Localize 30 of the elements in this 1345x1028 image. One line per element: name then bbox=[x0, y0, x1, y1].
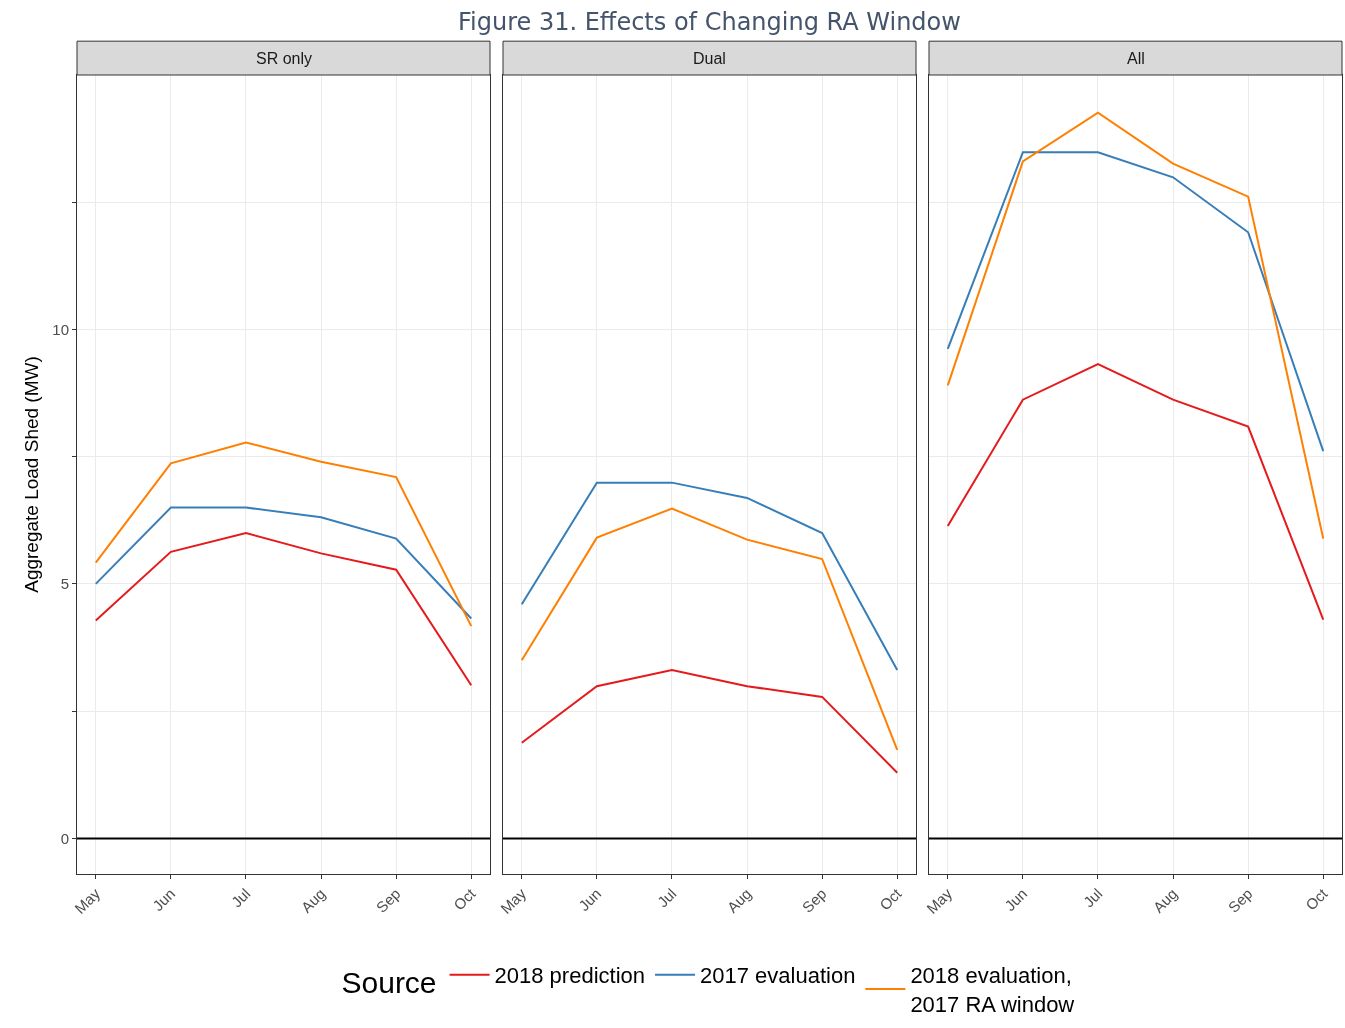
x-tick-label: Jun bbox=[575, 884, 605, 915]
y-axis-title: Aggregate Load Shed (MW) bbox=[21, 356, 43, 593]
x-tick-label: Sep bbox=[1224, 884, 1256, 916]
legend-label: 2018 evaluation, 2017 RA window bbox=[910, 963, 1075, 1017]
x-tick-label: May bbox=[71, 884, 104, 917]
x-tick-label: Jul bbox=[653, 884, 680, 911]
x-tick-label: Aug bbox=[1149, 884, 1181, 916]
x-tick-label: May bbox=[497, 884, 530, 917]
x-tick-label: Jun bbox=[149, 884, 179, 915]
legend-title: Source bbox=[341, 965, 437, 999]
chart-title: All bbox=[1127, 50, 1145, 67]
y-tick-label: 10 bbox=[52, 320, 69, 338]
legend-label: 2017 evaluation bbox=[700, 963, 856, 989]
legend-label: 2018 prediction bbox=[494, 963, 646, 989]
chart-title: SR only bbox=[256, 50, 313, 67]
x-tick-label: Sep bbox=[372, 884, 404, 916]
chart-title: Dual bbox=[693, 50, 726, 67]
y-tick-label: 5 bbox=[60, 575, 69, 593]
caption: Figure 31. Effects of Changing RA Window bbox=[458, 8, 961, 36]
x-tick-label: Oct bbox=[876, 884, 906, 914]
x-tick-label: Oct bbox=[1302, 884, 1332, 914]
x-tick-label: Jul bbox=[1079, 884, 1106, 911]
x-tick-label: Aug bbox=[723, 884, 755, 916]
x-tick-label: Oct bbox=[450, 884, 480, 914]
y-tick-label: 0 bbox=[60, 829, 69, 847]
x-tick-label: May bbox=[923, 884, 956, 917]
x-tick-label: Aug bbox=[297, 884, 329, 916]
x-tick-label: Sep bbox=[798, 884, 830, 916]
x-tick-label: Jul bbox=[227, 884, 254, 911]
x-tick-label: Jun bbox=[1001, 884, 1031, 915]
